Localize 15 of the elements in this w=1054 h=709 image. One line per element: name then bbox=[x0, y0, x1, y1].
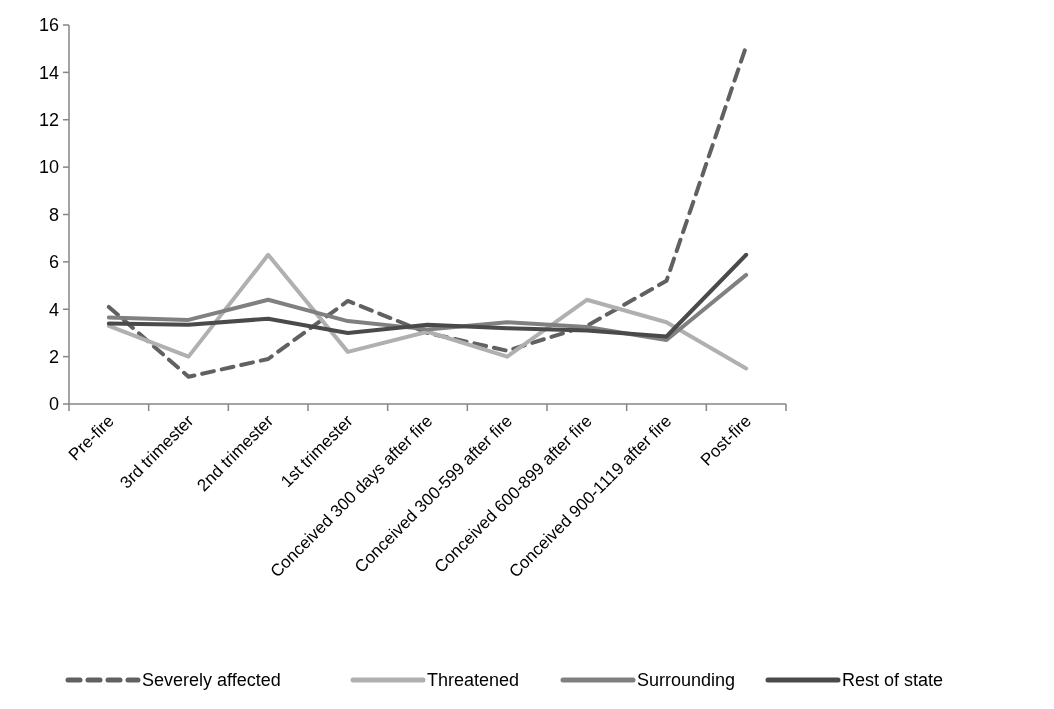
legend-label: Rest of state bbox=[842, 670, 944, 691]
line-series bbox=[106, 252, 749, 371]
legend-label: Severely affected bbox=[142, 670, 281, 691]
y-tick-label: 12 bbox=[38, 110, 59, 131]
y-tick-label: 0 bbox=[48, 394, 59, 415]
legend-label: Threatened bbox=[427, 670, 520, 691]
y-tick-label: 10 bbox=[38, 157, 59, 178]
y-tick-label: 6 bbox=[48, 252, 59, 273]
legend-label: Surrounding bbox=[637, 670, 736, 691]
line-series bbox=[106, 252, 749, 339]
y-tick-label: 16 bbox=[38, 15, 59, 36]
y-tick-label: 4 bbox=[48, 299, 59, 320]
y-tick-label: 14 bbox=[38, 62, 59, 83]
y-tick-label: 2 bbox=[48, 346, 59, 367]
y-tick-label: 8 bbox=[48, 204, 59, 225]
